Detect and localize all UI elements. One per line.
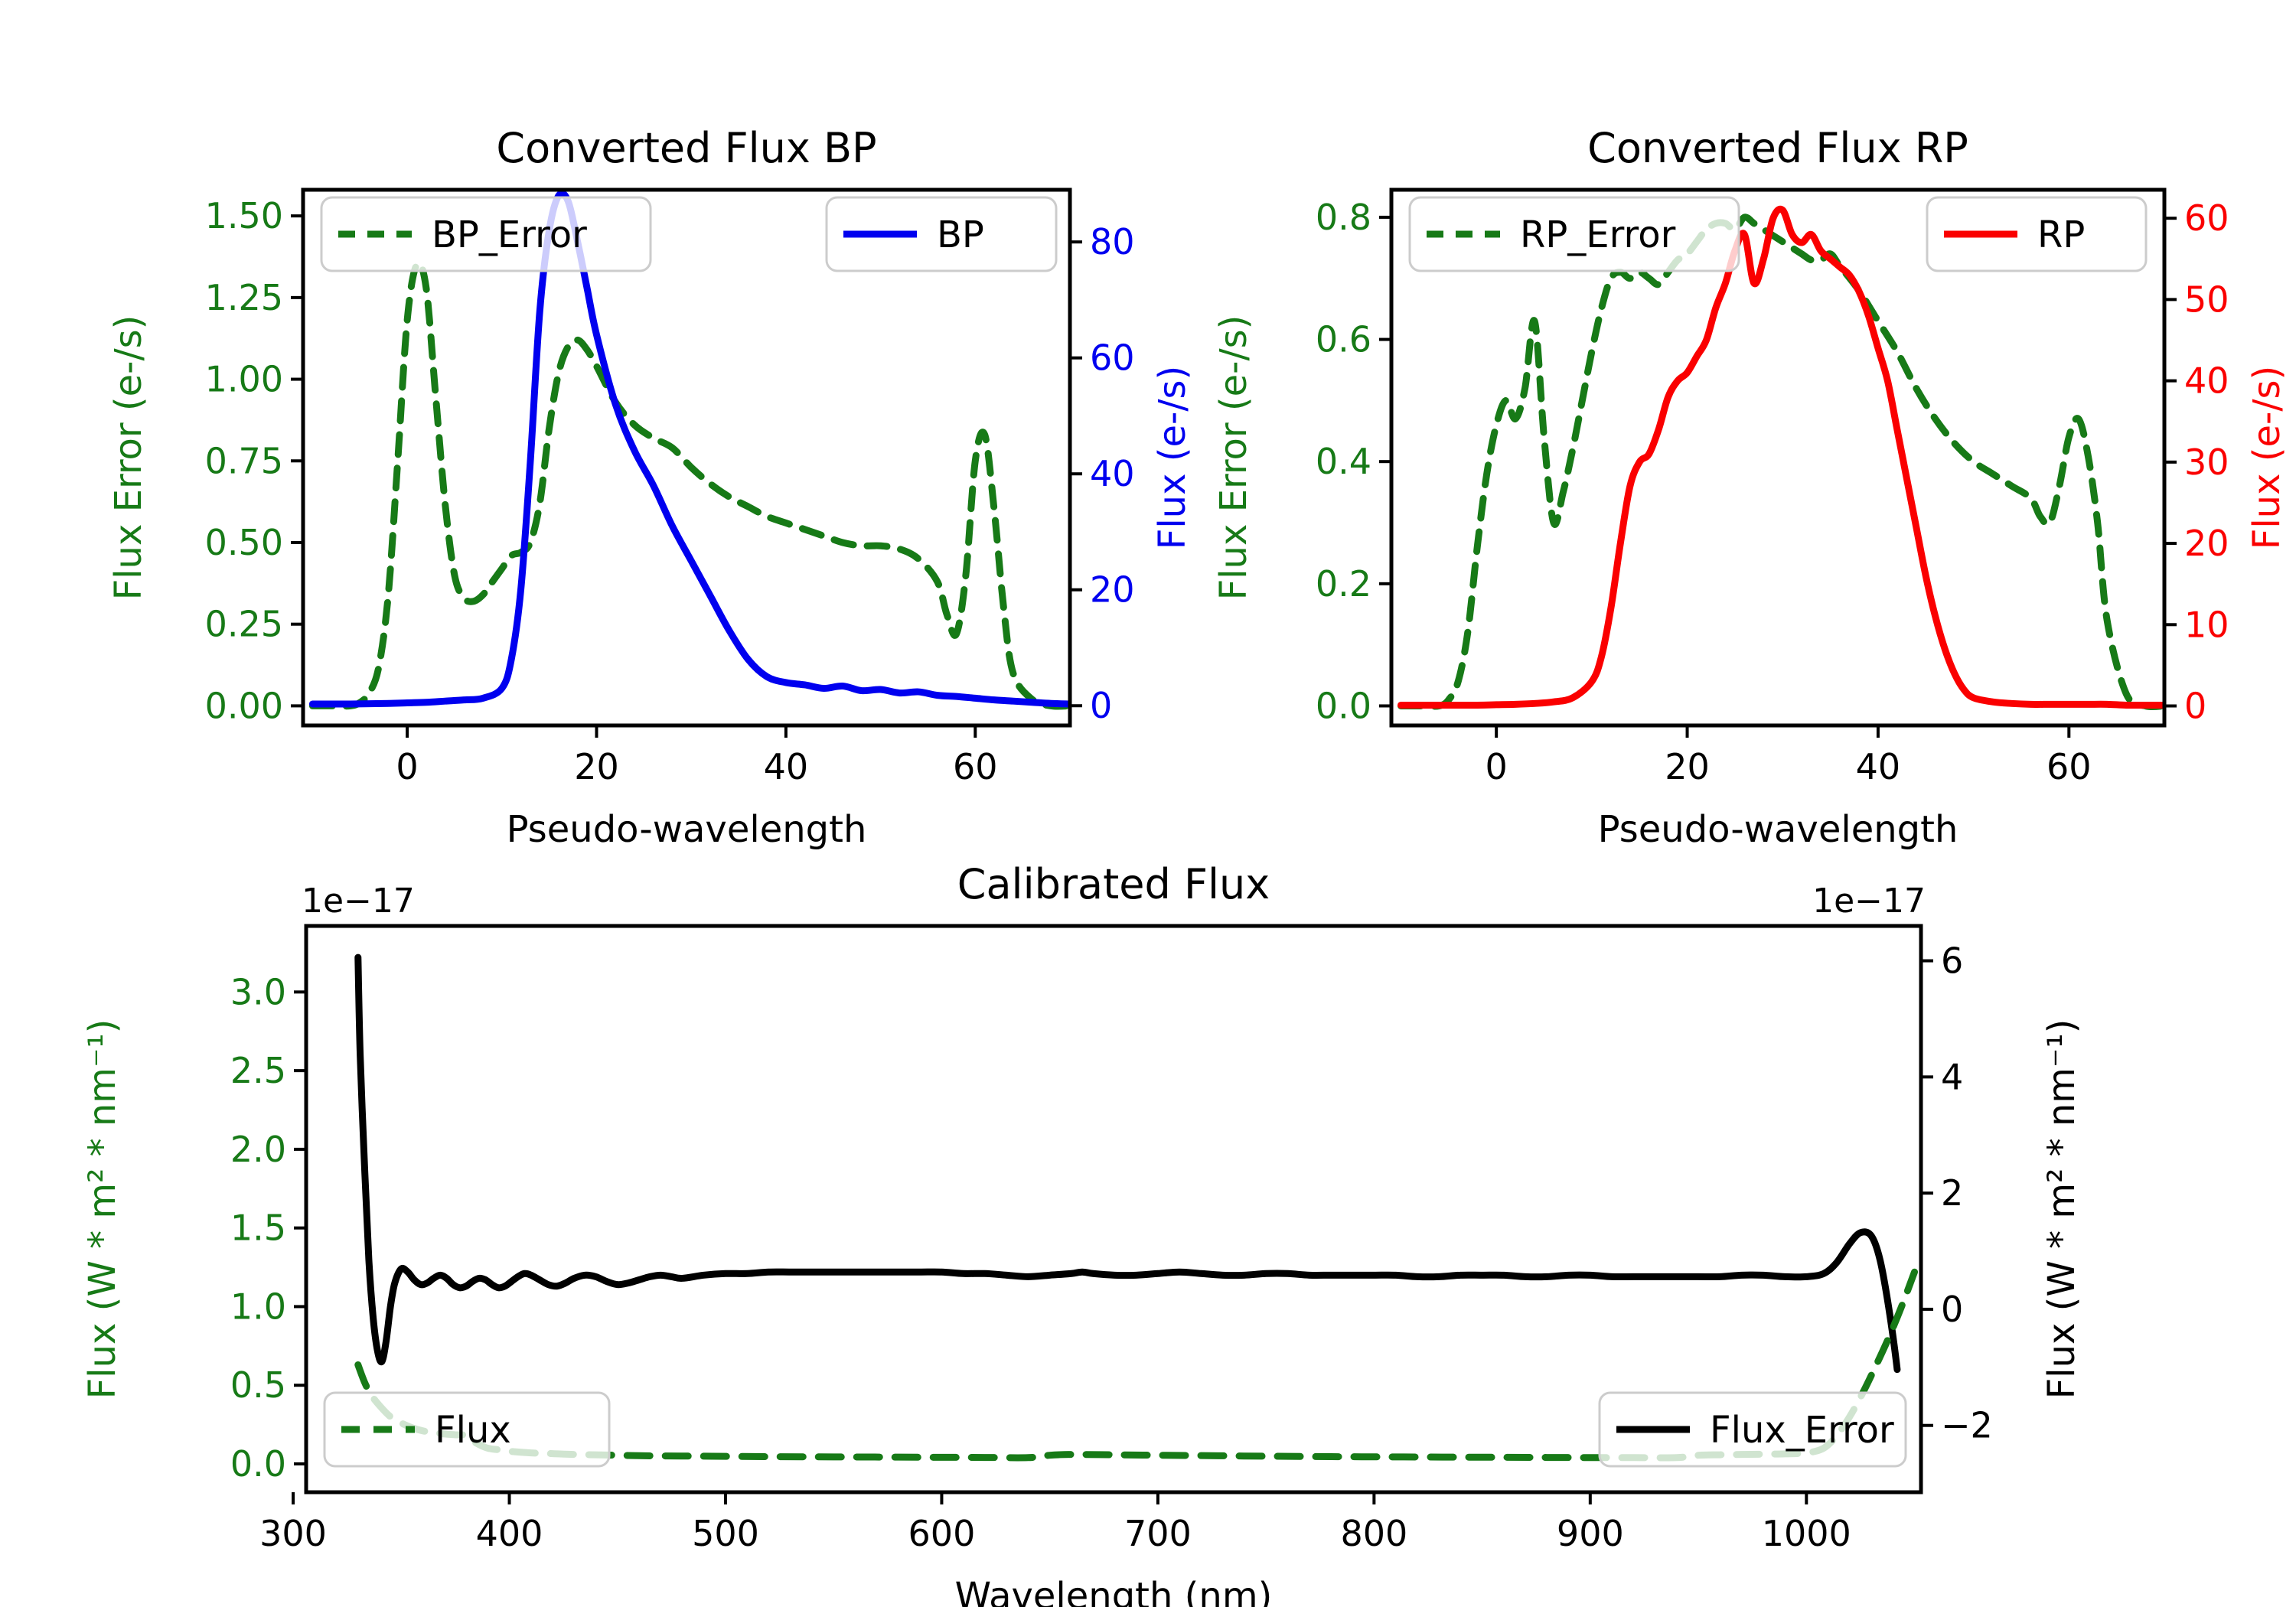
x-tick-label: 20 <box>574 746 619 787</box>
y-tick-label-left: 0.0 <box>1316 685 1371 726</box>
y-tick-label-left: 1.0 <box>230 1286 286 1327</box>
y-tick-label-right: 0 <box>1090 685 1112 726</box>
chart-converted-flux-bp: Converted Flux BP 0 20 40 60 Pseudo-wavelengt… <box>107 124 1194 851</box>
x-tick-label: 700 <box>1124 1513 1192 1554</box>
y-tick-label-right: 50 <box>2184 279 2229 320</box>
y-tick-label-left: 2.0 <box>230 1129 286 1170</box>
panel-title: Converted Flux RP <box>1587 124 1968 172</box>
legend-rp-error[interactable]: RP_Error <box>1408 196 1740 272</box>
x-tick-label: 20 <box>1665 746 1710 787</box>
legend-label: BP_Error <box>432 214 587 256</box>
legend-label: RP_Error <box>1520 214 1676 256</box>
y-tick-label-right: 20 <box>2184 523 2229 564</box>
y-tick-label-right: 0 <box>1941 1289 1963 1330</box>
y-tick-label-left: 0.00 <box>205 685 283 726</box>
x-tick-label: 1000 <box>1762 1513 1851 1554</box>
y-tick-label-left: 1.50 <box>205 195 283 236</box>
panel-converted-flux-rp: Converted Flux RP 0 20 40 60 Pseudo-wavelengt… <box>1102 0 2296 851</box>
y-tick-label-right: 10 <box>2184 604 2229 645</box>
x-tick-label: 900 <box>1557 1513 1624 1554</box>
y-tick-label-right: 80 <box>1090 221 1135 262</box>
x-tick-label: 60 <box>953 746 998 787</box>
y-tick-label-right: 40 <box>2184 360 2229 402</box>
x-axis-label: Pseudo-wavelength <box>1598 808 1958 851</box>
y-tick-label-right: 20 <box>1090 569 1135 611</box>
y-tick-label-right: 60 <box>1090 337 1135 379</box>
y-tick-label-right: 4 <box>1941 1056 1963 1097</box>
legend-bp-error[interactable]: BP_Error <box>320 196 652 272</box>
chart-converted-flux-rp: Converted Flux RP 0 20 40 60 Pseudo-wavelengt… <box>1212 124 2288 851</box>
x-tick-label: 40 <box>764 746 809 787</box>
series-line-rp <box>1397 205 2164 709</box>
chart-calibrated-flux: Calibrated Flux 1e−17 1e−17 300 400 500 600 700… <box>81 860 2083 1607</box>
y-tick-label-left: 0.8 <box>1316 197 1371 238</box>
x-tick-label: 40 <box>1856 746 1901 787</box>
y-tick-label-left: 0.75 <box>205 440 283 481</box>
y-tick-label-left: 0.2 <box>1316 563 1371 605</box>
y-tick-label-left: 2.5 <box>230 1050 286 1091</box>
axes-frame <box>301 187 1072 728</box>
y-axis-label-left: Flux Error (e-/s) <box>1212 315 1255 601</box>
y-axis-label-left: Flux Error (e-/s) <box>107 315 150 601</box>
y-tick-label-right: 40 <box>1090 453 1135 494</box>
y-tick-label-left: 1.25 <box>205 277 283 318</box>
legend-label: Flux <box>435 1409 511 1452</box>
y-tick-label-left: 3.0 <box>230 971 286 1012</box>
legend-rp-flux[interactable]: RP <box>1926 196 2148 272</box>
legend-bp-flux[interactable]: BP <box>825 196 1058 272</box>
series-line-rp_error <box>1397 214 2164 711</box>
legend-cal-error[interactable]: Flux <box>323 1391 611 1468</box>
x-tick-label: 0 <box>396 746 418 787</box>
y-tick-label-left: 0.6 <box>1316 319 1371 360</box>
series-line-bp <box>308 190 1070 708</box>
y-tick-label-right: 30 <box>2184 442 2229 483</box>
legend-box <box>1926 196 2148 272</box>
y-tick-label-left: 0.4 <box>1316 441 1371 482</box>
panel-title: Calibrated Flux <box>957 860 1270 908</box>
axes-frame <box>304 924 1923 1495</box>
y-tick-label-right: −2 <box>1941 1405 1993 1446</box>
y-tick-label-right: 6 <box>1941 940 1963 982</box>
series-line-bp_error <box>308 259 1070 710</box>
x-tick-label: 600 <box>908 1513 976 1554</box>
y-tick-label-left: 0.0 <box>230 1443 286 1485</box>
right-axis-offset-label: 1e−17 <box>1812 882 1926 921</box>
x-tick-label: 60 <box>2047 746 2092 787</box>
left-axis-offset-label: 1e−17 <box>302 882 415 921</box>
legend-box <box>825 196 1058 272</box>
panel-converted-flux-bp: Converted Flux BP 0 20 40 60 Pseudo-wavelengt… <box>0 0 1194 851</box>
y-axis-label-right: Flux (e-/s) <box>2245 366 2288 550</box>
panel-calibrated-flux: Calibrated Flux 1e−17 1e−17 300 400 500 600 700… <box>0 811 2296 1607</box>
legend-label: Flux_Error <box>1710 1409 1894 1452</box>
y-tick-label-left: 1.00 <box>205 359 283 400</box>
legend-label: BP <box>937 214 984 256</box>
x-axis-label: Pseudo-wavelength <box>507 808 867 851</box>
y-axis-label-right: Flux (e-/s) <box>1151 366 1194 550</box>
axes-frame <box>1389 187 2167 728</box>
y-tick-label-left: 0.5 <box>230 1364 286 1406</box>
y-tick-label-right: 2 <box>1941 1172 1963 1214</box>
x-axis-label: Wavelength (nm) <box>955 1575 1273 1607</box>
series-line-flux <box>354 953 1901 1374</box>
x-tick-label: 400 <box>476 1513 543 1554</box>
y-axis-label-right: Flux (W * m² * nm⁻¹) <box>2040 1019 2083 1400</box>
y-tick-label-left: 0.50 <box>205 522 283 563</box>
x-tick-label: 0 <box>1486 746 1508 787</box>
panel-title: Converted Flux BP <box>496 124 876 172</box>
legend-cal-flux[interactable]: Flux_Error <box>1598 1391 1907 1468</box>
legend-box <box>1408 196 1740 272</box>
y-tick-label-left: 1.5 <box>230 1208 286 1249</box>
y-tick-label-right: 0 <box>2184 686 2206 727</box>
x-tick-label: 800 <box>1340 1513 1407 1554</box>
y-tick-label-left: 0.25 <box>205 604 283 645</box>
x-tick-label: 500 <box>692 1513 759 1554</box>
legend-label: RP <box>2037 214 2085 256</box>
legend-box <box>320 196 652 272</box>
y-axis-label-left: Flux (W * m² * nm⁻¹) <box>81 1019 124 1400</box>
legend-box <box>1598 1391 1907 1468</box>
y-tick-label-right: 60 <box>2184 197 2229 239</box>
legend-box <box>323 1391 611 1468</box>
x-tick-label: 300 <box>259 1513 327 1554</box>
